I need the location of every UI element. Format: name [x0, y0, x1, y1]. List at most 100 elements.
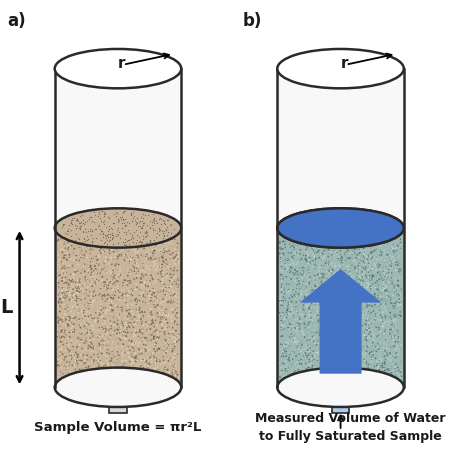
Point: [101, 327, 109, 334]
Point: [62, 264, 69, 272]
Point: [331, 260, 339, 267]
Point: [386, 287, 394, 294]
Point: [328, 231, 335, 238]
Point: [354, 306, 362, 313]
Point: [362, 280, 370, 287]
Point: [153, 294, 160, 301]
Point: [150, 313, 157, 321]
Point: [146, 229, 154, 237]
Point: [348, 274, 356, 282]
Point: [389, 244, 396, 251]
Point: [79, 288, 87, 295]
Point: [279, 245, 286, 253]
Point: [323, 352, 331, 359]
Point: [366, 350, 374, 358]
Point: [309, 351, 316, 359]
Point: [376, 261, 383, 269]
Point: [326, 362, 334, 370]
Point: [96, 306, 103, 314]
Point: [397, 301, 405, 309]
Point: [303, 280, 311, 288]
Point: [279, 294, 287, 301]
Point: [115, 289, 122, 297]
Point: [74, 379, 82, 386]
Point: [162, 259, 170, 267]
Point: [124, 276, 131, 284]
Point: [105, 360, 112, 367]
Point: [286, 375, 293, 382]
Point: [372, 376, 380, 384]
Point: [74, 317, 82, 324]
Point: [77, 249, 84, 256]
Point: [127, 277, 134, 284]
Point: [124, 344, 131, 351]
Point: [342, 249, 349, 257]
Point: [315, 280, 323, 288]
Point: [82, 353, 90, 361]
Point: [68, 378, 76, 386]
Point: [89, 322, 96, 330]
Point: [174, 274, 182, 282]
Point: [54, 276, 61, 284]
Point: [92, 364, 100, 371]
Point: [131, 265, 138, 273]
Point: [78, 308, 85, 315]
Point: [364, 321, 372, 329]
Point: [376, 327, 384, 334]
Point: [390, 304, 397, 312]
Point: [90, 376, 97, 384]
Point: [361, 320, 368, 327]
Point: [351, 250, 359, 257]
Point: [142, 376, 150, 384]
Point: [339, 316, 346, 323]
Point: [78, 288, 85, 296]
Point: [133, 274, 141, 282]
Point: [287, 312, 294, 320]
Point: [115, 278, 122, 285]
Point: [93, 365, 100, 373]
Point: [171, 337, 179, 345]
Point: [373, 295, 380, 302]
Point: [342, 304, 349, 312]
Point: [62, 265, 69, 272]
Point: [159, 245, 167, 252]
Point: [348, 381, 356, 388]
Point: [392, 244, 400, 252]
Point: [342, 354, 350, 362]
Point: [287, 382, 294, 389]
Point: [58, 287, 66, 294]
Point: [298, 287, 306, 295]
Point: [359, 258, 367, 265]
Point: [88, 281, 95, 288]
Point: [78, 265, 86, 272]
Point: [127, 235, 135, 243]
Point: [102, 308, 109, 315]
Point: [170, 274, 178, 282]
Point: [344, 254, 352, 262]
Point: [356, 233, 364, 241]
Point: [293, 271, 301, 278]
Point: [67, 235, 74, 242]
Point: [88, 238, 96, 246]
Point: [101, 378, 109, 386]
Point: [390, 372, 398, 380]
Point: [374, 281, 382, 289]
Point: [397, 235, 404, 243]
Point: [104, 323, 111, 331]
Point: [316, 313, 323, 320]
Point: [397, 265, 404, 273]
Point: [103, 339, 111, 346]
Point: [297, 269, 304, 277]
Point: [122, 332, 129, 339]
Point: [150, 366, 158, 374]
Point: [87, 244, 95, 252]
Point: [60, 296, 67, 304]
Point: [382, 312, 389, 320]
Point: [148, 255, 155, 262]
Point: [105, 287, 113, 295]
Point: [297, 359, 304, 366]
Point: [57, 356, 65, 364]
Point: [326, 266, 333, 274]
Point: [310, 363, 318, 371]
Point: [84, 338, 92, 345]
